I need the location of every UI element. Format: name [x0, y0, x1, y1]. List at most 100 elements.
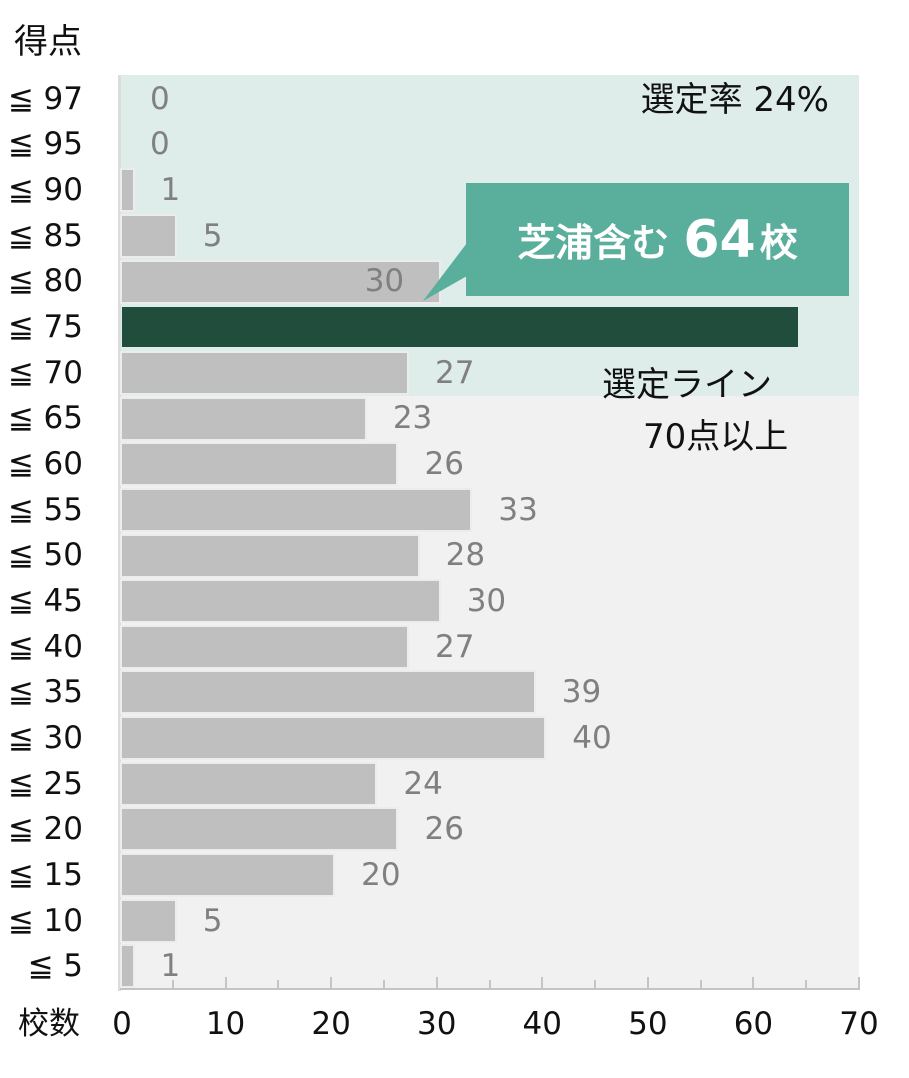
- major-tick: [752, 977, 755, 989]
- bar: [122, 581, 439, 622]
- bar: [122, 672, 534, 713]
- y-category-label: ≦ 60: [7, 446, 83, 483]
- minor-tick: [805, 980, 808, 989]
- value-label: 0: [150, 80, 170, 117]
- bar: [122, 900, 175, 941]
- highlight-callout: 芝浦含む 64 校: [466, 183, 849, 296]
- bar-frame: [120, 168, 135, 213]
- bar-frame: [120, 213, 177, 258]
- bar-frame: [120, 487, 473, 532]
- bar-frame: [120, 442, 399, 487]
- major-tick: [435, 977, 438, 989]
- y-category-label: ≦ 80: [7, 263, 83, 300]
- major-tick: [646, 977, 649, 989]
- y-category-label: ≦ 25: [7, 765, 83, 802]
- x-tick-label: 40: [522, 1006, 563, 1042]
- y-category-label: ≦ 10: [7, 902, 83, 939]
- major-tick: [541, 977, 544, 989]
- bar-frame: [120, 944, 135, 989]
- bar-frame: [120, 533, 420, 578]
- bar: [122, 444, 397, 485]
- value-label: 27: [435, 628, 475, 665]
- bar: [122, 398, 365, 439]
- bar-frame: [120, 670, 536, 715]
- bar: [122, 946, 133, 987]
- value-label: 30: [466, 582, 507, 619]
- major-tick: [330, 977, 333, 989]
- bar: [122, 626, 408, 667]
- selection-rate-label: 選定率 24%: [640, 80, 829, 120]
- y-category-label: ≦ 75: [7, 309, 83, 346]
- y-category-label: ≦ 65: [7, 400, 83, 437]
- value-label: 1: [160, 948, 181, 985]
- callout-suffix: 校: [759, 221, 798, 265]
- callout-prefix: 芝浦含む: [517, 221, 670, 265]
- highlight-bar: [122, 307, 798, 348]
- value-label: 40: [572, 719, 612, 756]
- x-axis-title: 校数: [18, 1006, 80, 1042]
- major-tick: [858, 977, 860, 989]
- bar: [122, 352, 408, 393]
- value-label: 23: [392, 400, 433, 437]
- bar: [122, 215, 175, 256]
- y-category-label: ≦ 15: [7, 856, 83, 893]
- y-category-label: ≦ 30: [7, 719, 83, 756]
- bar-frame: [120, 761, 378, 806]
- x-axis-line: [120, 988, 860, 990]
- bar-frame: [120, 579, 441, 624]
- minor-tick: [594, 980, 597, 989]
- major-tick: [224, 977, 227, 989]
- y-category-label: ≦ 55: [7, 491, 83, 528]
- bar: [122, 170, 133, 211]
- value-label: 5: [202, 902, 223, 939]
- y-axis-title: 得点: [14, 22, 82, 62]
- minor-tick: [488, 980, 491, 989]
- bar-frame: [120, 716, 547, 761]
- value-label: 1: [160, 172, 181, 209]
- bar-frame: [120, 898, 177, 943]
- value-label: 26: [424, 446, 464, 483]
- bar-frame: [120, 807, 399, 852]
- x-tick-label: 0: [112, 1006, 132, 1042]
- y-category-label: ≦ 90: [7, 172, 83, 209]
- value-label: 5: [202, 217, 223, 254]
- value-label: 24: [403, 765, 443, 802]
- y-category-label: ≦ 97: [7, 80, 83, 117]
- y-category-label: ≦ 20: [7, 811, 83, 848]
- highlight-bar-frame: [120, 305, 800, 349]
- bar: [122, 261, 439, 302]
- minor-tick: [277, 980, 280, 989]
- selection-line-text-1: 選定ライン: [602, 365, 772, 405]
- y-category-label: ≦ 50: [7, 537, 83, 574]
- minor-tick: [382, 980, 385, 989]
- bar-frame: [120, 396, 367, 441]
- callout-number: 64: [683, 209, 756, 270]
- bar: [122, 535, 418, 576]
- bar: [122, 809, 397, 850]
- x-tick-label: 60: [733, 1006, 774, 1042]
- y-axis-line: [118, 75, 121, 991]
- y-category-label: ≦ 70: [7, 354, 83, 391]
- y-category-label: ≦ 85: [7, 217, 83, 254]
- x-tick-label: 20: [311, 1006, 351, 1042]
- bar: [122, 718, 545, 759]
- value-label: 0: [150, 126, 170, 163]
- x-tick-label: 30: [416, 1006, 457, 1042]
- x-tick-label: 50: [628, 1006, 668, 1042]
- y-category-label: ≦ 35: [7, 674, 83, 711]
- x-tick-label: 70: [839, 1006, 879, 1042]
- minor-tick: [171, 980, 174, 989]
- y-category-label: ≦ 5: [27, 948, 83, 985]
- value-label: 33: [498, 491, 538, 528]
- bar-frame: [120, 853, 336, 898]
- minor-tick: [699, 980, 702, 989]
- value-label: 39: [561, 674, 602, 711]
- bar: [122, 763, 376, 804]
- bar-frame: [120, 350, 410, 395]
- x-tick-label: 10: [205, 1006, 246, 1042]
- value-label: 27: [435, 354, 475, 391]
- value-label: 26: [424, 811, 464, 848]
- bar-frame: [120, 259, 441, 304]
- value-label: 20: [361, 856, 401, 893]
- bar-frame: [120, 624, 410, 669]
